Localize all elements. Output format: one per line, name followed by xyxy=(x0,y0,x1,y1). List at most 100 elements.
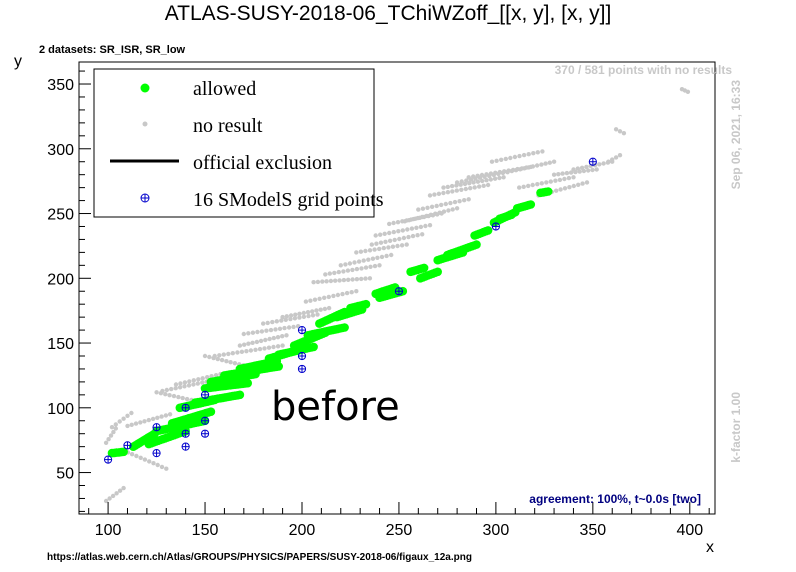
no-result-point xyxy=(530,164,536,169)
no-result-point xyxy=(248,348,254,353)
no-result-point xyxy=(311,280,316,285)
no-result-point xyxy=(548,179,553,184)
no-result-point xyxy=(280,334,285,339)
no-result-point xyxy=(390,244,396,249)
no-result-point xyxy=(433,211,438,216)
no-result-point xyxy=(349,290,354,295)
no-result-point xyxy=(167,393,172,398)
no-result-point xyxy=(301,310,306,316)
no-result-point xyxy=(427,193,433,198)
no-result-point xyxy=(522,166,527,171)
no-result-point xyxy=(163,392,168,397)
no-result-point xyxy=(246,331,251,336)
no-result-point xyxy=(367,248,373,253)
no-result-point xyxy=(518,167,523,172)
legend-allowed-label: allowed xyxy=(193,78,256,100)
allowed-point xyxy=(243,378,252,388)
no-result-point xyxy=(567,185,572,190)
agreement-label: agreement: 100%, t~0.0s [two] xyxy=(529,492,701,506)
no-result-point xyxy=(108,433,114,438)
no-result-point xyxy=(517,185,522,190)
no-result-point xyxy=(184,396,190,402)
no-result-point xyxy=(387,230,392,236)
grid-point xyxy=(297,364,307,374)
no-result-point xyxy=(109,425,115,430)
no-result-point xyxy=(213,373,219,378)
no-result-point xyxy=(590,167,595,173)
no-result-point xyxy=(173,382,179,387)
no-result-point xyxy=(445,190,451,195)
no-result-point xyxy=(443,201,448,207)
allowed-point xyxy=(361,299,371,309)
no-result-point xyxy=(488,177,493,182)
datasets-label: 2 datasets: SR_ISR, SR_low xyxy=(39,44,186,56)
no-result-point xyxy=(377,246,382,252)
no-result-point xyxy=(521,184,526,189)
no-result-point xyxy=(323,272,328,277)
no-result-point xyxy=(526,165,531,170)
no-result-point xyxy=(594,167,599,172)
x-axis-title: x xyxy=(706,539,714,556)
no-result-point xyxy=(361,258,366,263)
x-tick-label: 350 xyxy=(579,522,606,539)
no-result-point xyxy=(326,294,331,300)
no-result-point xyxy=(449,183,455,189)
no-result-point xyxy=(512,154,518,160)
legend-exclusion-label: official exclusion xyxy=(193,152,332,174)
no-result-point xyxy=(147,459,152,464)
no-result-point xyxy=(370,256,376,261)
no-result-point xyxy=(186,383,192,388)
no-result-point xyxy=(146,417,151,423)
no-result-point xyxy=(584,180,590,185)
legend-no-result-marker xyxy=(142,121,148,127)
no-result-point xyxy=(547,160,552,165)
no-result-point xyxy=(418,224,424,230)
no-result-point xyxy=(180,395,185,401)
no-result-point xyxy=(268,327,274,333)
allowed-point xyxy=(526,200,536,209)
no-result-point xyxy=(315,312,320,317)
no-result-point xyxy=(301,314,307,319)
grid-point xyxy=(200,429,210,438)
no-result-point xyxy=(386,245,391,250)
no-result-point xyxy=(571,175,576,180)
no-result-point xyxy=(597,162,602,167)
no-result-point xyxy=(606,159,611,164)
no-result-point xyxy=(283,317,288,322)
no-result-point xyxy=(457,199,462,204)
no-result-point xyxy=(399,243,405,248)
y-tick-label: 150 xyxy=(47,336,74,353)
no-result-point xyxy=(508,155,513,161)
no-result-point xyxy=(396,229,401,234)
no-result-point xyxy=(154,390,159,395)
no-result-point xyxy=(395,220,401,225)
no-result-point xyxy=(142,457,148,462)
no-result-point xyxy=(425,205,430,210)
no-result-point xyxy=(471,180,476,185)
x-tick-label: 400 xyxy=(676,522,703,539)
allowed-point xyxy=(543,187,553,196)
no-result-point xyxy=(562,176,567,182)
x-tick-label: 250 xyxy=(386,522,413,539)
no-result-point xyxy=(441,209,447,214)
no-result-point xyxy=(415,233,420,238)
no-result-point xyxy=(350,277,355,282)
no-result-point xyxy=(423,223,428,229)
no-result-point xyxy=(517,153,522,159)
no-result-point xyxy=(138,455,143,460)
no-result-point xyxy=(484,178,489,183)
no-result-point xyxy=(308,298,313,303)
no-result-point xyxy=(212,353,217,359)
x-tick-label: 300 xyxy=(483,522,510,539)
allowed-point xyxy=(472,240,481,249)
source-url: https://atlas.web.cern.ch/Atlas/GROUPS/P… xyxy=(47,552,472,563)
no-result-point xyxy=(410,233,416,239)
no-result-point xyxy=(446,208,451,213)
no-result-point xyxy=(397,236,402,242)
no-result-point xyxy=(286,325,292,330)
no-result-point xyxy=(341,277,347,283)
no-result-point xyxy=(344,290,350,296)
no-result-point xyxy=(107,496,112,501)
grid-point xyxy=(491,222,500,231)
